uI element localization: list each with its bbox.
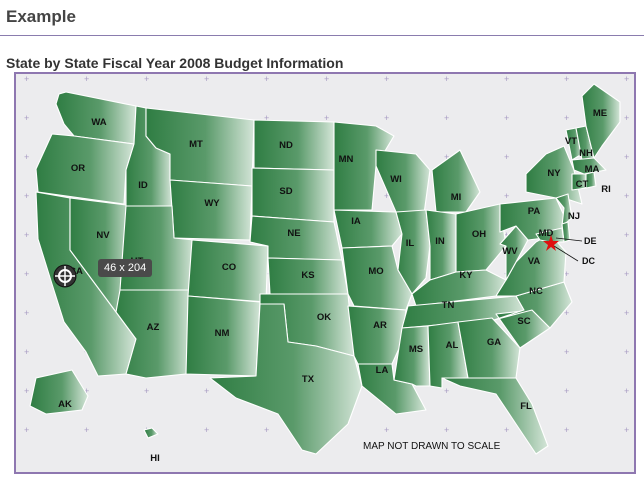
state-hi[interactable] — [143, 427, 159, 439]
grid-plus-icon: + — [564, 347, 569, 357]
state-fl[interactable] — [441, 377, 549, 455]
state-ak[interactable] — [29, 369, 89, 415]
state-oh[interactable] — [455, 203, 507, 273]
grid-plus-icon: + — [324, 74, 329, 84]
grid-plus-icon: + — [444, 386, 449, 396]
grid-plus-icon: + — [384, 113, 389, 123]
state-label-hi: HI — [150, 453, 160, 464]
grid-plus-icon: + — [504, 425, 509, 435]
grid-plus-icon: + — [624, 269, 629, 279]
size-tooltip: 46 x 204 — [98, 259, 153, 277]
state-in[interactable] — [425, 209, 457, 281]
grid-plus-icon: + — [624, 230, 629, 240]
grid-plus-icon: + — [624, 191, 629, 201]
state-label-ri: RI — [601, 184, 611, 195]
grid-plus-icon: + — [504, 191, 509, 201]
grid-plus-icon: + — [204, 74, 209, 84]
grid-plus-icon: + — [624, 113, 629, 123]
grid-plus-icon: + — [204, 386, 209, 396]
grid-plus-icon: + — [264, 425, 269, 435]
grid-plus-icon: + — [564, 74, 569, 84]
grid-plus-icon: + — [384, 425, 389, 435]
grid-plus-icon: + — [444, 152, 449, 162]
dc-marker[interactable]: DC DE — [543, 235, 597, 266]
state-co[interactable] — [187, 239, 269, 303]
grid-plus-icon: + — [384, 191, 389, 201]
grid-plus-icon: + — [24, 74, 29, 84]
grid-plus-icon: + — [84, 425, 89, 435]
grid-plus-icon: + — [84, 386, 89, 396]
state-la[interactable] — [357, 363, 427, 415]
state-mi[interactable] — [431, 149, 481, 213]
state-ks[interactable] — [267, 257, 349, 295]
grid-plus-icon: + — [24, 308, 29, 318]
grid-plus-icon: + — [24, 347, 29, 357]
grid-plus-icon: + — [564, 308, 569, 318]
grid-plus-icon: + — [504, 113, 509, 123]
state-ri[interactable] — [585, 171, 597, 189]
grid-plus-icon: + — [444, 74, 449, 84]
grid-plus-icon: + — [624, 308, 629, 318]
grid-plus-icon: + — [624, 74, 629, 84]
grid-plus-icon: + — [564, 425, 569, 435]
state-ct[interactable] — [571, 173, 587, 191]
title-divider — [0, 35, 644, 36]
grid-plus-icon: + — [384, 74, 389, 84]
grid-plus-icon: + — [444, 113, 449, 123]
grid-plus-icon: + — [24, 230, 29, 240]
state-va[interactable] — [495, 233, 567, 297]
state-sd[interactable] — [251, 167, 335, 223]
state-ga[interactable] — [457, 317, 521, 379]
state-me[interactable] — [581, 83, 621, 159]
state-wy[interactable] — [169, 179, 253, 241]
grid-plus-icon: + — [24, 152, 29, 162]
state-ma[interactable] — [571, 157, 607, 175]
map-note: MAP NOT DRAWN TO SCALE — [363, 441, 501, 452]
grid-plus-icon: + — [564, 269, 569, 279]
grid-plus-icon: + — [624, 386, 629, 396]
grid-plus-icon: + — [624, 152, 629, 162]
grid-plus-icon: + — [24, 386, 29, 396]
grid-plus-icon: + — [444, 425, 449, 435]
section-title: State by State Fiscal Year 2008 Budget I… — [6, 55, 344, 71]
state-tx[interactable] — [209, 303, 363, 455]
grid-plus-icon: + — [324, 113, 329, 123]
state-wi[interactable] — [375, 149, 431, 215]
grid-plus-icon: + — [24, 425, 29, 435]
state-mo[interactable] — [341, 245, 413, 311]
state-ia[interactable] — [333, 209, 403, 249]
grid-plus-icon: + — [84, 74, 89, 84]
grid-plus-icon: + — [144, 74, 149, 84]
state-nd[interactable] — [253, 119, 335, 171]
page-title: Example — [6, 7, 76, 26]
move-cursor-icon — [53, 264, 77, 288]
dc-label: DC — [582, 256, 595, 266]
grid-plus-icon: + — [24, 269, 29, 279]
grid-plus-icon: + — [504, 230, 509, 240]
state-nc[interactable] — [493, 281, 573, 329]
grid-plus-icon: + — [264, 113, 269, 123]
dc-star-icon — [543, 235, 559, 251]
states-layer — [29, 83, 621, 455]
grid-plus-icon: + — [504, 152, 509, 162]
grid-plus-icon: + — [564, 113, 569, 123]
grid-plus-icon: + — [504, 74, 509, 84]
state-nm[interactable] — [185, 295, 261, 377]
grid-plus-icon: + — [564, 386, 569, 396]
state-ny[interactable] — [525, 145, 583, 205]
grid-plus-icon: + — [624, 425, 629, 435]
grid-plus-icon: + — [624, 347, 629, 357]
state-or[interactable] — [35, 133, 135, 205]
grid-plus-icon: + — [24, 191, 29, 201]
grid-plus-icon: + — [144, 386, 149, 396]
us-budget-map: + + + + + + + + + + + + + + + + + + + + + + + + + + + + + + + + + + + + + + + +… — [14, 72, 636, 474]
grid-plus-icon: + — [24, 113, 29, 123]
grid-plus-icon: + — [204, 425, 209, 435]
grid-plus-icon: + — [264, 74, 269, 84]
de-label: DE — [584, 236, 597, 246]
